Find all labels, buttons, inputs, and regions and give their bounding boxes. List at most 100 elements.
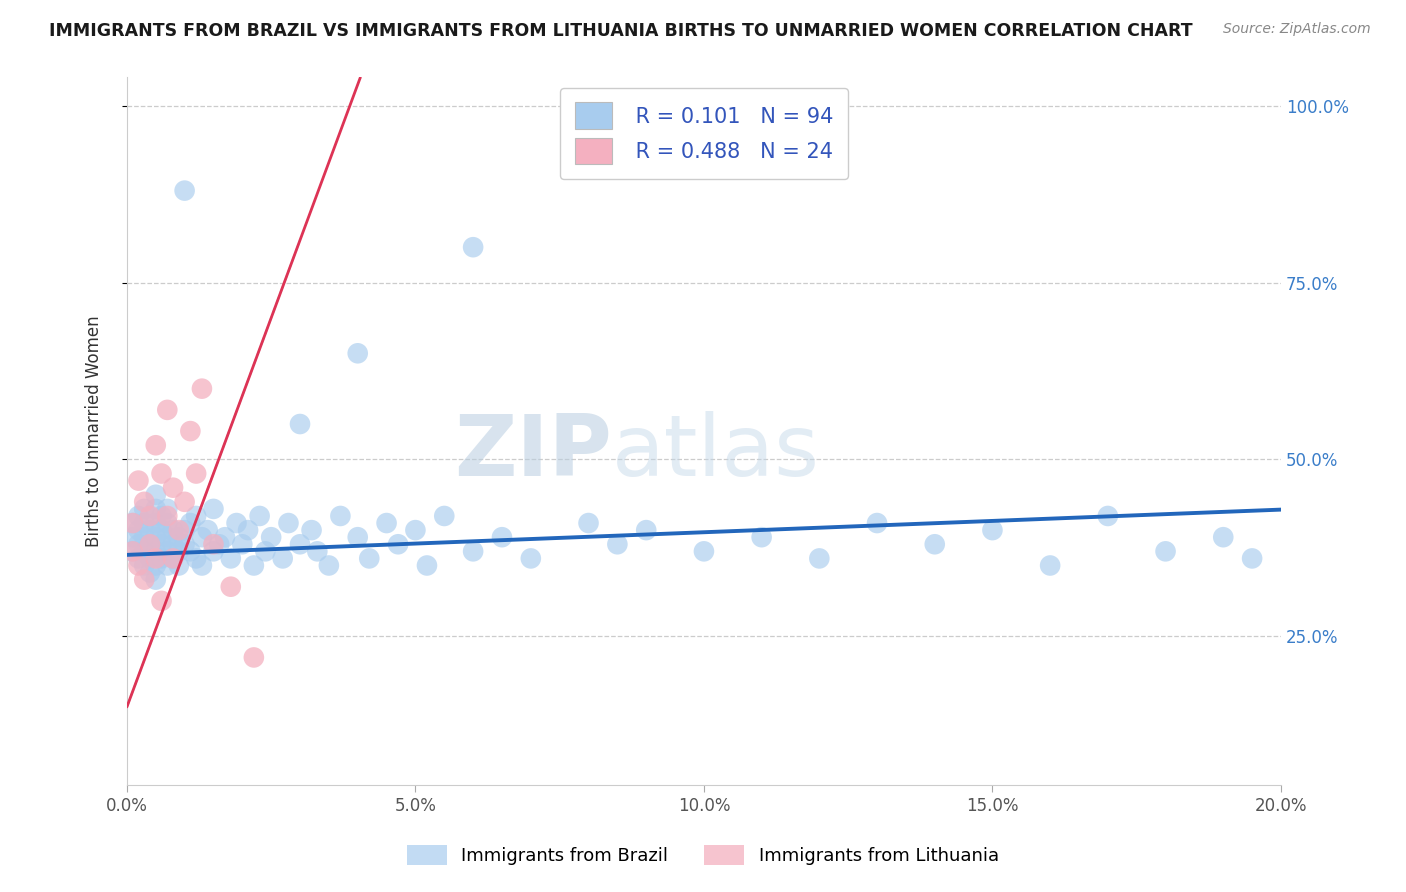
Point (121, 516, 143, 530)
Point (346, 346, 368, 360)
Point (127, 558, 149, 573)
Point (162, 551, 184, 566)
Point (981, 523, 1004, 537)
Point (145, 573, 167, 587)
Point (139, 508, 162, 523)
Point (219, 551, 242, 566)
Point (134, 544, 156, 558)
Point (145, 502, 167, 516)
Point (375, 516, 398, 530)
Point (139, 537, 162, 551)
Point (491, 530, 513, 544)
Point (167, 523, 190, 537)
Point (127, 508, 149, 523)
Point (173, 523, 195, 537)
Point (145, 558, 167, 573)
Point (134, 516, 156, 530)
Point (156, 516, 179, 530)
Point (1097, 508, 1119, 523)
Point (121, 544, 143, 558)
Text: IMMIGRANTS FROM BRAZIL VS IMMIGRANTS FROM LITHUANIA BIRTHS TO UNMARRIED WOMEN CO: IMMIGRANTS FROM BRAZIL VS IMMIGRANTS FRO… (49, 22, 1192, 40)
Point (173, 537, 195, 551)
Point (751, 530, 773, 544)
Text: atlas: atlas (612, 411, 820, 494)
Point (156, 544, 179, 558)
Point (301, 523, 323, 537)
Point (121, 544, 143, 558)
Point (866, 516, 889, 530)
Point (249, 508, 271, 523)
Point (416, 558, 439, 573)
Point (150, 467, 173, 481)
Point (139, 551, 162, 566)
Point (578, 516, 600, 530)
Point (260, 530, 283, 544)
Point (288, 417, 311, 431)
Point (387, 537, 409, 551)
Point (150, 508, 173, 523)
Point (134, 502, 156, 516)
Point (121, 516, 143, 530)
Point (346, 530, 368, 544)
Point (243, 558, 266, 573)
Point (202, 537, 225, 551)
Legend: Immigrants from Brazil, Immigrants from Lithuania: Immigrants from Brazil, Immigrants from … (398, 836, 1008, 874)
Point (121, 530, 143, 544)
Point (134, 558, 156, 573)
Point (134, 573, 156, 587)
Point (214, 530, 236, 544)
Point (359, 551, 381, 566)
Point (179, 424, 201, 438)
Point (225, 516, 247, 530)
Point (219, 580, 242, 594)
Point (1241, 551, 1264, 566)
Point (156, 558, 179, 573)
Point (202, 544, 225, 558)
Point (186, 467, 208, 481)
Point (1212, 530, 1234, 544)
Point (162, 537, 184, 551)
Legend:  R = 0.101   N = 94,  R = 0.488   N = 24: R = 0.101 N = 94, R = 0.488 N = 24 (560, 87, 848, 179)
Point (179, 544, 201, 558)
Point (271, 551, 294, 566)
Point (145, 551, 167, 566)
Point (463, 544, 485, 558)
Point (404, 523, 426, 537)
Point (186, 508, 208, 523)
Point (134, 495, 156, 509)
Point (243, 650, 266, 665)
Point (134, 530, 156, 544)
Point (693, 544, 716, 558)
Point (191, 558, 214, 573)
Point (139, 566, 162, 580)
Point (463, 240, 485, 254)
Point (167, 530, 190, 544)
Point (145, 488, 167, 502)
Point (318, 558, 340, 573)
Point (150, 537, 173, 551)
Point (307, 544, 329, 558)
Y-axis label: Births to Unmarried Women: Births to Unmarried Women (86, 315, 103, 547)
Point (145, 530, 167, 544)
Point (288, 537, 311, 551)
Point (520, 551, 543, 566)
Point (277, 516, 299, 530)
Point (236, 523, 259, 537)
Point (139, 537, 162, 551)
Text: Source: ZipAtlas.com: Source: ZipAtlas.com (1223, 22, 1371, 37)
Point (127, 474, 149, 488)
Point (808, 551, 831, 566)
Point (173, 495, 195, 509)
Point (329, 508, 352, 523)
Point (173, 184, 195, 198)
Point (127, 523, 149, 537)
Point (150, 551, 173, 566)
Point (156, 403, 179, 417)
Point (191, 382, 214, 396)
Point (208, 537, 231, 551)
Point (156, 508, 179, 523)
Point (145, 544, 167, 558)
Point (145, 438, 167, 452)
Point (191, 530, 214, 544)
Point (167, 544, 190, 558)
